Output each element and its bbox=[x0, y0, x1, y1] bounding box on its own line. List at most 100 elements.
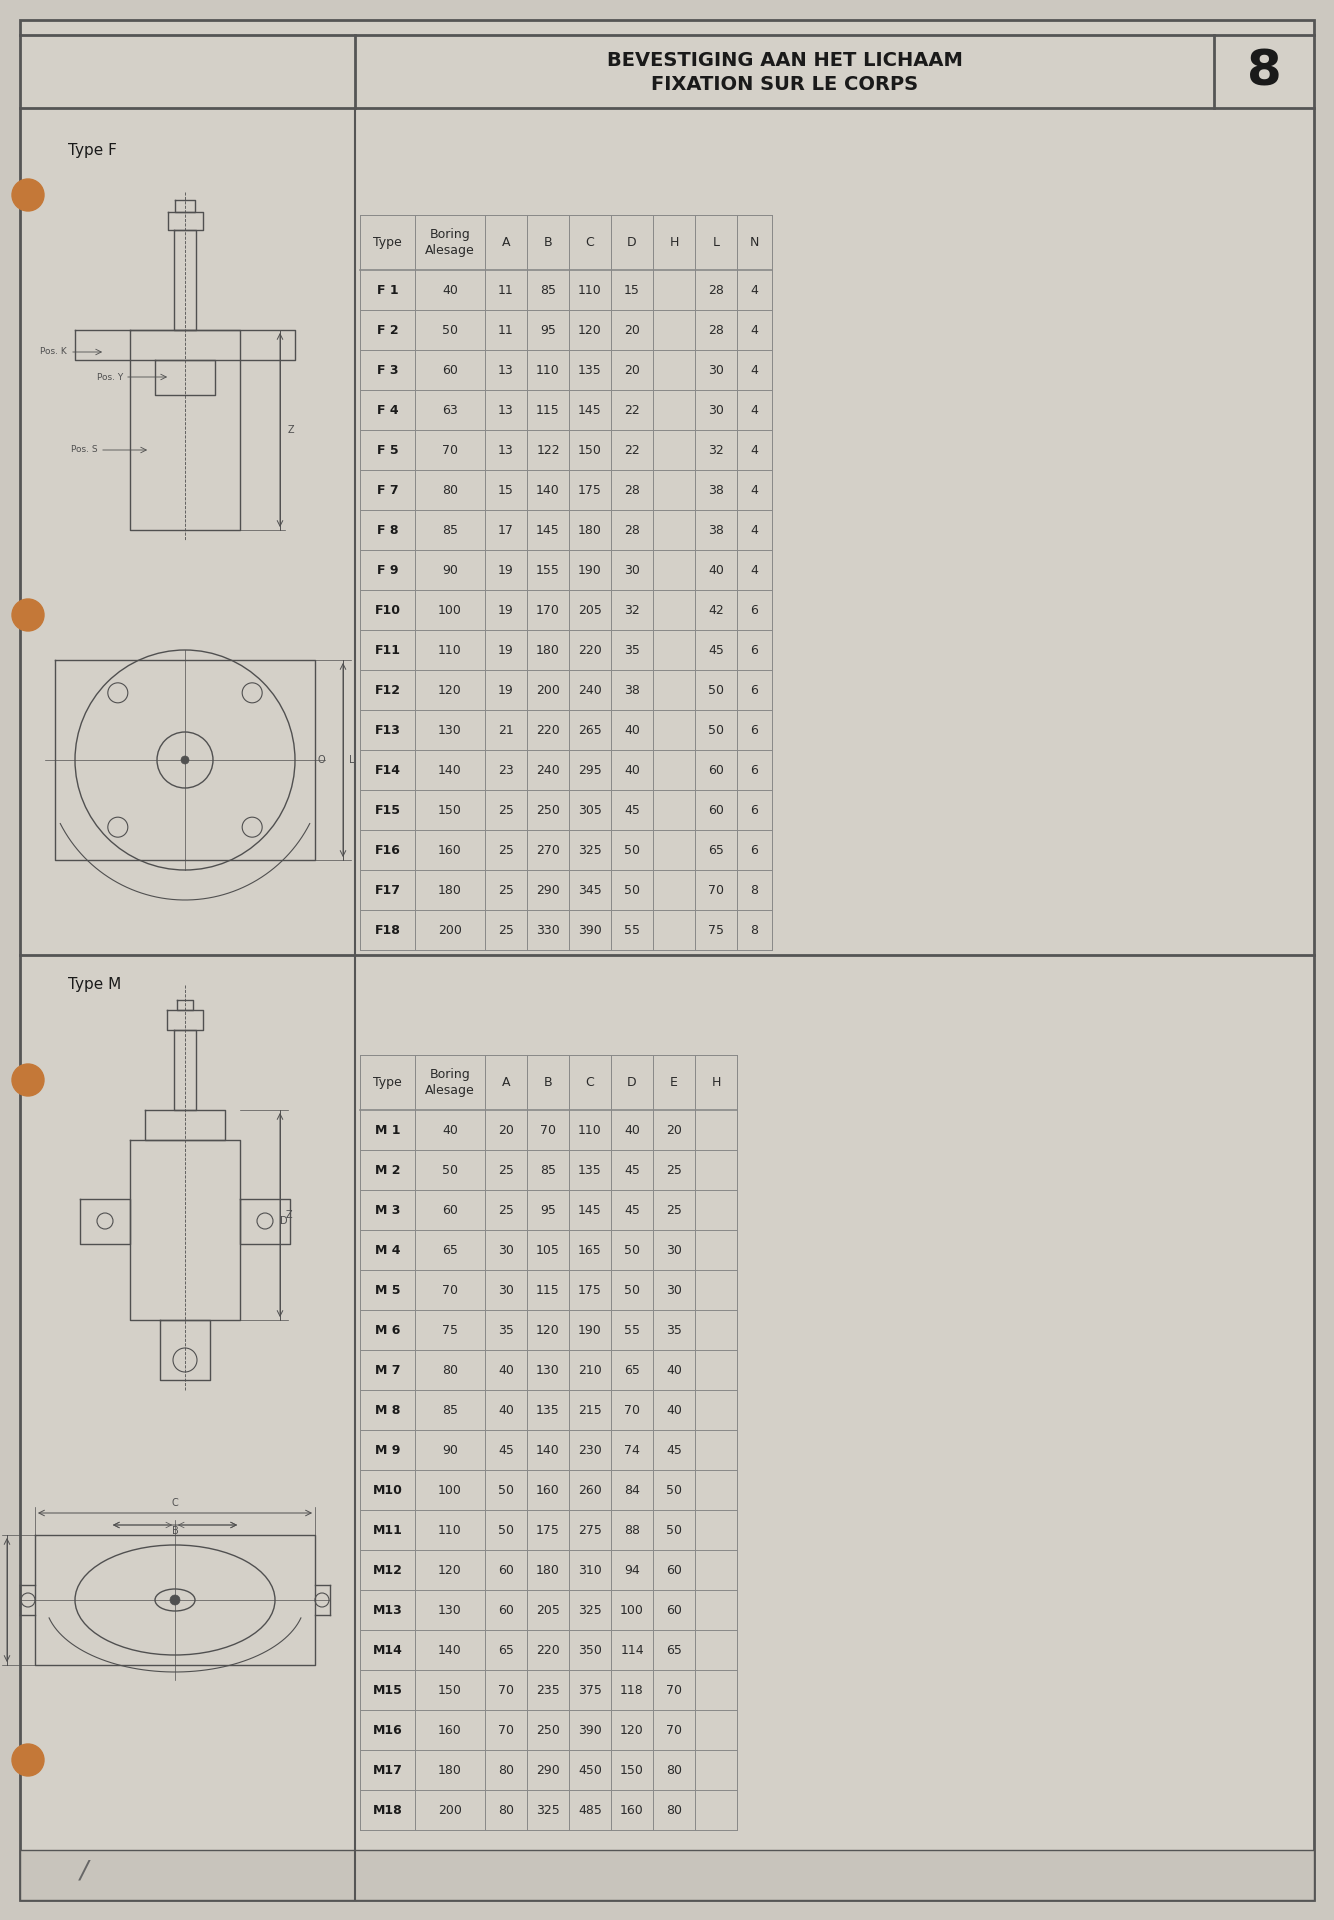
Text: 200: 200 bbox=[536, 684, 560, 697]
Text: 65: 65 bbox=[666, 1644, 682, 1657]
Text: 45: 45 bbox=[624, 1204, 640, 1217]
Text: 74: 74 bbox=[624, 1444, 640, 1457]
Text: 84: 84 bbox=[624, 1484, 640, 1496]
Text: 19: 19 bbox=[498, 643, 514, 657]
Text: 150: 150 bbox=[620, 1763, 644, 1776]
Text: 120: 120 bbox=[438, 1563, 462, 1576]
Text: 6: 6 bbox=[751, 603, 759, 616]
Text: 65: 65 bbox=[624, 1363, 640, 1377]
Text: 50: 50 bbox=[624, 1244, 640, 1256]
Text: H: H bbox=[711, 1075, 720, 1089]
Text: 20: 20 bbox=[624, 323, 640, 336]
Text: M 1: M 1 bbox=[375, 1123, 400, 1137]
Text: Type M: Type M bbox=[68, 977, 121, 993]
Text: 25: 25 bbox=[498, 924, 514, 937]
Text: 6: 6 bbox=[751, 843, 759, 856]
Text: 45: 45 bbox=[624, 1164, 640, 1177]
Text: 40: 40 bbox=[666, 1363, 682, 1377]
Text: 11: 11 bbox=[498, 284, 514, 296]
Text: 45: 45 bbox=[498, 1444, 514, 1457]
Text: 30: 30 bbox=[708, 403, 724, 417]
Text: 13: 13 bbox=[498, 444, 514, 457]
Text: 135: 135 bbox=[536, 1404, 560, 1417]
Text: 135: 135 bbox=[578, 1164, 602, 1177]
Text: 90: 90 bbox=[442, 1444, 458, 1457]
Text: F 7: F 7 bbox=[376, 484, 399, 497]
Text: 240: 240 bbox=[578, 684, 602, 697]
Text: 40: 40 bbox=[442, 1123, 458, 1137]
Text: M 8: M 8 bbox=[375, 1404, 400, 1417]
Text: 50: 50 bbox=[624, 883, 640, 897]
Text: M12: M12 bbox=[372, 1563, 403, 1576]
Circle shape bbox=[169, 1596, 180, 1605]
Text: F 5: F 5 bbox=[376, 444, 399, 457]
Text: 65: 65 bbox=[442, 1244, 458, 1256]
Text: 55: 55 bbox=[624, 924, 640, 937]
Text: 25: 25 bbox=[666, 1204, 682, 1217]
Text: 120: 120 bbox=[620, 1724, 644, 1736]
Text: 6: 6 bbox=[751, 684, 759, 697]
Text: 20: 20 bbox=[624, 363, 640, 376]
Text: 70: 70 bbox=[442, 444, 458, 457]
Text: C: C bbox=[586, 1075, 595, 1089]
Text: F11: F11 bbox=[375, 643, 400, 657]
Text: 13: 13 bbox=[498, 363, 514, 376]
Text: 80: 80 bbox=[442, 484, 458, 497]
Text: 85: 85 bbox=[442, 524, 458, 536]
Text: 15: 15 bbox=[624, 284, 640, 296]
Text: M18: M18 bbox=[372, 1803, 403, 1816]
Text: 38: 38 bbox=[708, 484, 724, 497]
Text: 28: 28 bbox=[708, 323, 724, 336]
Text: 40: 40 bbox=[624, 1123, 640, 1137]
Text: F 9: F 9 bbox=[376, 563, 399, 576]
Text: 110: 110 bbox=[536, 363, 560, 376]
Text: 70: 70 bbox=[624, 1404, 640, 1417]
Text: 175: 175 bbox=[578, 1283, 602, 1296]
Text: 100: 100 bbox=[438, 603, 462, 616]
Text: 40: 40 bbox=[708, 563, 724, 576]
Text: 150: 150 bbox=[438, 1684, 462, 1697]
Text: M 2: M 2 bbox=[375, 1164, 400, 1177]
Text: 210: 210 bbox=[578, 1363, 602, 1377]
Text: 130: 130 bbox=[438, 1603, 462, 1617]
Text: D: D bbox=[280, 1215, 288, 1227]
Text: M 5: M 5 bbox=[375, 1283, 400, 1296]
Text: 180: 180 bbox=[438, 1763, 462, 1776]
Text: 220: 220 bbox=[536, 1644, 560, 1657]
Text: 70: 70 bbox=[498, 1684, 514, 1697]
Text: 260: 260 bbox=[578, 1484, 602, 1496]
Text: BEVESTIGING AAN HET LICHAAM: BEVESTIGING AAN HET LICHAAM bbox=[607, 50, 962, 69]
Text: 375: 375 bbox=[578, 1684, 602, 1697]
Text: 150: 150 bbox=[438, 803, 462, 816]
Text: 165: 165 bbox=[578, 1244, 602, 1256]
Text: 120: 120 bbox=[578, 323, 602, 336]
Text: 150: 150 bbox=[578, 444, 602, 457]
Text: 11: 11 bbox=[498, 323, 514, 336]
Text: M 9: M 9 bbox=[375, 1444, 400, 1457]
Text: 290: 290 bbox=[536, 1763, 560, 1776]
Text: 28: 28 bbox=[624, 524, 640, 536]
Text: 50: 50 bbox=[708, 684, 724, 697]
Text: 240: 240 bbox=[536, 764, 560, 776]
Text: 50: 50 bbox=[666, 1523, 682, 1536]
Text: 95: 95 bbox=[540, 1204, 556, 1217]
Text: F12: F12 bbox=[375, 684, 400, 697]
Text: F17: F17 bbox=[375, 883, 400, 897]
Text: 175: 175 bbox=[578, 484, 602, 497]
Text: 180: 180 bbox=[536, 1563, 560, 1576]
Text: 390: 390 bbox=[578, 924, 602, 937]
Text: 30: 30 bbox=[708, 363, 724, 376]
Text: 345: 345 bbox=[578, 883, 602, 897]
Text: 325: 325 bbox=[578, 1603, 602, 1617]
Text: 70: 70 bbox=[708, 883, 724, 897]
Text: 4: 4 bbox=[751, 284, 759, 296]
Bar bbox=[20, 1851, 1314, 1901]
Text: 28: 28 bbox=[624, 484, 640, 497]
Text: 50: 50 bbox=[708, 724, 724, 737]
Text: 4: 4 bbox=[751, 484, 759, 497]
Text: 32: 32 bbox=[624, 603, 640, 616]
Text: Boring
Alesage: Boring Alesage bbox=[426, 228, 475, 257]
Text: 70: 70 bbox=[498, 1724, 514, 1736]
Text: 160: 160 bbox=[438, 1724, 462, 1736]
Text: 38: 38 bbox=[708, 524, 724, 536]
